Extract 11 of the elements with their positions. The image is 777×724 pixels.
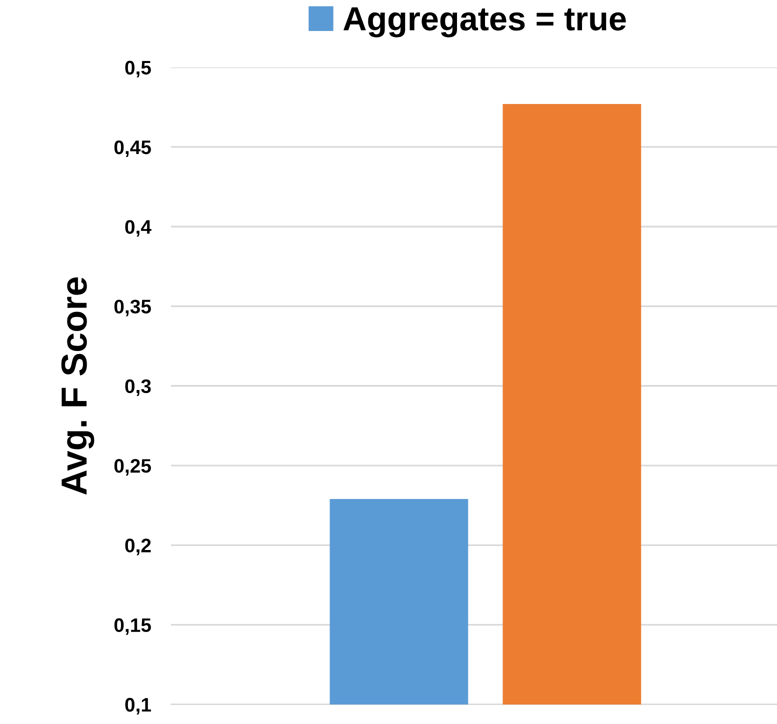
y-tick-label: 0,1 — [125, 698, 151, 715]
y-tick-label: 0,5 — [125, 60, 151, 78]
y-tick-label: 0,15 — [114, 618, 151, 635]
y-tick-label: 0,3 — [125, 379, 151, 396]
y-axis-title: Avg. F Score — [61, 277, 94, 495]
y-tick-label: 0,4 — [125, 220, 152, 237]
legend-label: Aggregates = true — [343, 7, 626, 38]
y-tick-label: 0,25 — [114, 459, 151, 476]
y-tick-label: 0,2 — [125, 538, 151, 556]
y-tick-label: 0,45 — [114, 140, 151, 158]
y-tick-label: 0,35 — [114, 300, 151, 316]
